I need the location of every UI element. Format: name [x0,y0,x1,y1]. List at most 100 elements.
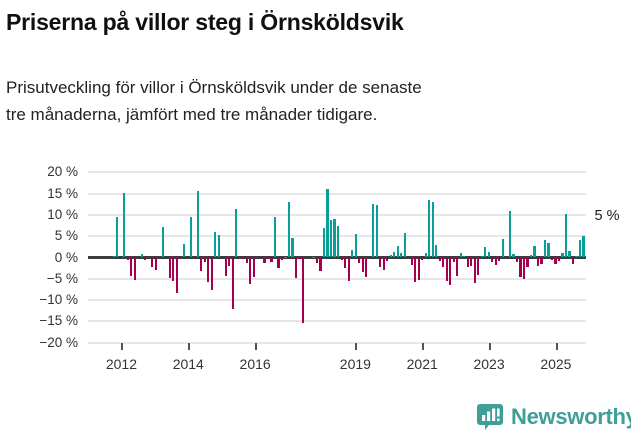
x-axis-tick-label: 2021 [406,356,438,372]
page-title: Priserna på villor steg i Örnsköldsvik [6,9,404,35]
bar [123,192,126,258]
bar [442,257,445,267]
bar [575,256,578,258]
bar [231,257,234,310]
bar [561,252,564,258]
bar [386,257,389,262]
bar [280,257,284,261]
bar [547,243,550,258]
y-axis-tick-label: 20 % [47,164,78,180]
bar [512,253,515,258]
bar [242,257,245,259]
bar [329,220,333,258]
bar [133,257,136,280]
bar [126,257,129,261]
bar [578,239,582,258]
bar [214,231,217,258]
bar [498,257,501,262]
x-axis-tick-label: 2023 [473,356,505,372]
bar [463,256,466,258]
bar [144,257,147,261]
newsworthy-logo[interactable]: Newsworthy [477,402,631,434]
x-axis-tick [188,343,191,350]
bar [477,257,480,275]
bar [273,216,277,258]
bar [389,254,392,258]
bar [421,257,424,261]
bar [284,256,287,258]
bar [491,257,494,262]
bar [235,208,238,258]
bar [582,236,585,258]
bar [245,257,248,264]
bar [403,232,406,258]
bar [445,257,448,281]
bar [196,191,199,258]
bar [456,257,459,276]
bar [112,255,115,258]
bar [200,257,203,271]
bar [449,257,452,285]
bar [484,247,487,258]
x-axis-tick-label: 2019 [339,356,371,372]
bar [207,257,210,283]
bar [487,251,490,258]
x-axis-tick [121,343,124,350]
bar [393,251,396,258]
bar [116,216,119,258]
gridline [88,192,586,195]
gridline [88,213,586,216]
bar [473,257,476,283]
x-axis-tick [489,343,492,350]
bar [312,256,315,258]
bar [519,257,522,278]
bar [344,257,347,268]
bar [347,257,350,281]
bar [533,246,536,258]
bar [571,257,575,265]
y-axis-tick-label: −15 % [39,313,78,329]
x-axis-tick-label: 2012 [105,356,137,372]
x-axis-tick [355,343,358,350]
brand-name: Newsworthy [511,404,631,429]
subtitle-line-1: Prisutveckling för villor i Örnsköldsvik… [6,78,422,97]
bar [431,202,434,258]
x-axis-tick [555,343,558,350]
bar [266,257,270,259]
bar [130,257,133,276]
x-axis-tick-label: 2016 [239,356,271,372]
bar [175,257,178,294]
bar-chart: 20 % 15 % 10 % 5 % 0 % −5 % −10 % −15 % −20 % 20… [39,160,619,372]
bar [470,257,473,266]
bar [228,257,231,267]
bar [417,257,420,280]
bar-series [88,160,586,350]
bar [494,257,497,265]
bar [424,252,427,258]
bar [365,257,368,278]
y-axis-tick-label: −5 % [46,270,78,286]
y-axis-tick-label: 10 % [47,206,78,222]
bar [140,254,143,258]
x-axis-tick [422,343,425,350]
bar [501,238,504,258]
bar [270,257,273,263]
bar [435,244,438,258]
zero-axis-line [88,256,586,259]
y-axis-tick-label: 0 % [54,249,78,265]
y-axis-tick-label: −10 % [39,292,78,308]
bar [179,257,182,260]
bar [203,257,206,263]
bar [466,257,469,267]
bar [428,199,431,258]
bar [340,257,343,261]
bar [337,225,340,258]
bar [287,201,291,258]
bar [189,216,192,258]
bar [358,257,361,264]
bar [515,257,519,262]
bar [249,257,252,284]
x-axis-tick-label: 2014 [172,356,204,372]
gridline [88,341,586,344]
